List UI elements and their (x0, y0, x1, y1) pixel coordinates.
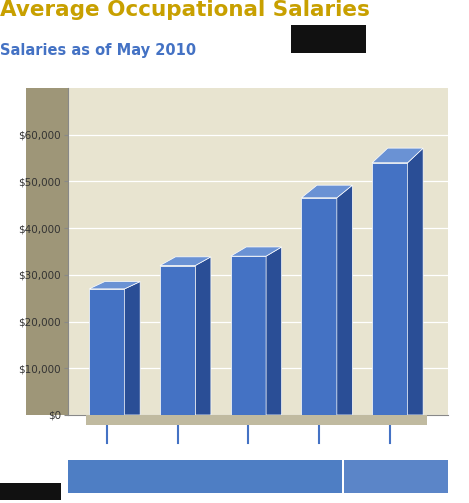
Polygon shape (266, 247, 282, 415)
Polygon shape (337, 185, 352, 415)
Polygon shape (231, 247, 282, 256)
Polygon shape (125, 282, 140, 415)
Polygon shape (86, 415, 427, 428)
Text: Salaries as of May 2010: Salaries as of May 2010 (0, 43, 196, 58)
Polygon shape (196, 257, 211, 415)
Polygon shape (372, 163, 408, 415)
Polygon shape (408, 148, 423, 415)
Text: Average Occupational Salaries: Average Occupational Salaries (0, 0, 370, 20)
Polygon shape (302, 198, 337, 415)
Polygon shape (89, 282, 140, 289)
Polygon shape (231, 256, 266, 415)
Polygon shape (302, 185, 352, 198)
Polygon shape (160, 266, 196, 415)
Polygon shape (89, 289, 125, 415)
Polygon shape (372, 148, 423, 163)
Polygon shape (160, 257, 211, 266)
